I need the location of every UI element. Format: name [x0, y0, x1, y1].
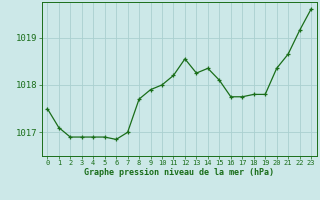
X-axis label: Graphe pression niveau de la mer (hPa): Graphe pression niveau de la mer (hPa): [84, 168, 274, 177]
